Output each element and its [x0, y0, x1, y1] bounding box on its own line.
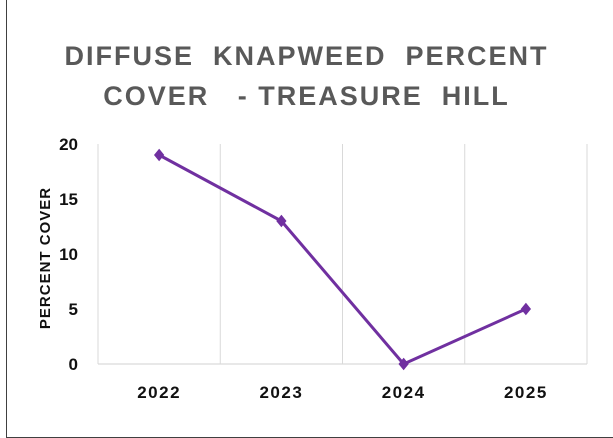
data-point-marker [153, 148, 165, 162]
x-tick-label: 2025 [504, 383, 548, 402]
x-tick-label: 2024 [382, 383, 426, 402]
y-tick-label: 20 [59, 135, 78, 154]
series-line [158, 153, 527, 366]
y-tick-label: 5 [69, 300, 78, 319]
chart-title: DIFFUSE KNAPWEED PERCENT COVER - TREASUR… [0, 36, 613, 116]
series [153, 148, 532, 371]
data-point-marker [398, 357, 409, 371]
gridlines [97, 144, 588, 364]
y-tick-label: 15 [59, 190, 78, 209]
tick-labels: 0 5 10 15 20 2022 2023 2024 2025 [59, 135, 548, 402]
chart-title-line-2: COVER - TREASURE HILL [103, 81, 510, 111]
data-point-marker [520, 302, 532, 316]
chart-title-line-1: DIFFUSE KNAPWEED PERCENT [64, 41, 549, 71]
x-tick-label: 2022 [137, 383, 181, 402]
y-tick-label: 0 [69, 355, 78, 374]
y-tick-label: 10 [59, 245, 78, 264]
x-tick-label: 2023 [259, 383, 303, 402]
y-axis-title: PERCENT COVER [37, 187, 54, 329]
data-point-marker [276, 214, 287, 228]
